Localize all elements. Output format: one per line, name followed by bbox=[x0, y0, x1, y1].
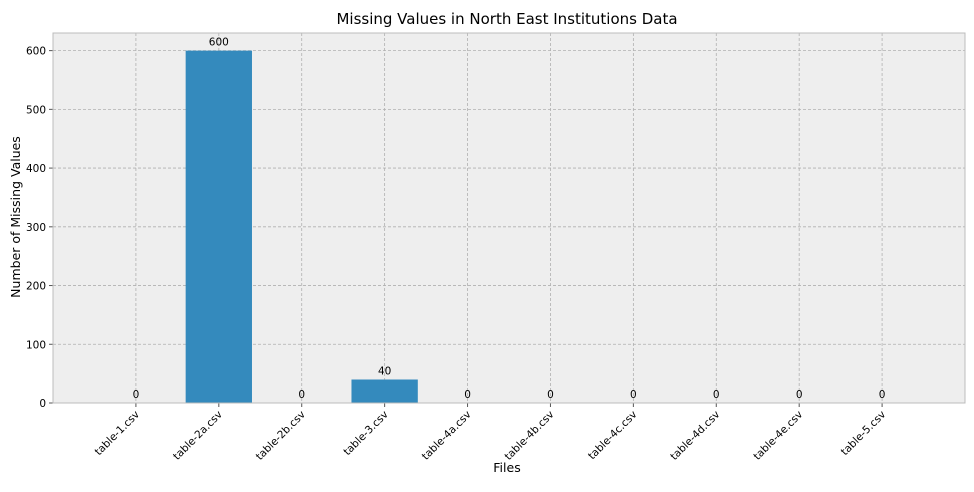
y-tick-label: 100 bbox=[26, 339, 46, 351]
x-tick-label: table-4a.csv bbox=[420, 409, 474, 463]
x-axis-label: Files bbox=[493, 460, 520, 475]
data-label: 0 bbox=[796, 389, 803, 401]
x-tick-label: table-4c.csv bbox=[586, 409, 639, 462]
data-label: 0 bbox=[464, 389, 471, 401]
data-label: 0 bbox=[133, 389, 140, 401]
chart-title: Missing Values in North East Institution… bbox=[336, 10, 677, 28]
x-tick-label: table-2a.csv bbox=[171, 409, 225, 463]
y-tick-label: 500 bbox=[26, 104, 46, 116]
x-axis-ticks: table-1.csv table-2a.csv table-2b.csv table… bbox=[93, 403, 888, 463]
y-axis-ticks: 0 100 200 300 400 500 600 bbox=[26, 46, 53, 410]
y-tick-label: 400 bbox=[26, 163, 46, 175]
y-tick-label: 300 bbox=[26, 222, 46, 234]
data-label: 0 bbox=[879, 389, 886, 401]
bar bbox=[351, 379, 418, 403]
data-label: 0 bbox=[298, 389, 305, 401]
x-tick-label: table-3.csv bbox=[341, 409, 390, 458]
data-labels: 0 600 0 40 0 0 0 0 0 0 bbox=[133, 37, 886, 401]
y-tick-label: 0 bbox=[39, 398, 46, 410]
bars bbox=[185, 50, 418, 403]
data-label: 40 bbox=[378, 366, 391, 378]
x-tick-label: table-4d.csv bbox=[668, 409, 722, 463]
x-tick-label: table-1.csv bbox=[93, 409, 142, 458]
y-tick-label: 600 bbox=[26, 46, 46, 58]
data-label: 0 bbox=[713, 389, 720, 401]
x-tick-label: table-4e.csv bbox=[751, 409, 805, 463]
y-tick-label: 200 bbox=[26, 281, 46, 293]
data-label: 0 bbox=[547, 389, 554, 401]
data-label: 600 bbox=[209, 37, 229, 49]
y-axis-label: Number of Missing Values bbox=[8, 136, 23, 298]
x-tick-label: table-5.csv bbox=[839, 409, 888, 458]
x-tick-label: table-2b.csv bbox=[254, 409, 308, 463]
data-label: 0 bbox=[630, 389, 637, 401]
plot-frame bbox=[52, 32, 966, 404]
x-tick-label: table-4b.csv bbox=[502, 409, 556, 463]
bar bbox=[185, 50, 252, 403]
